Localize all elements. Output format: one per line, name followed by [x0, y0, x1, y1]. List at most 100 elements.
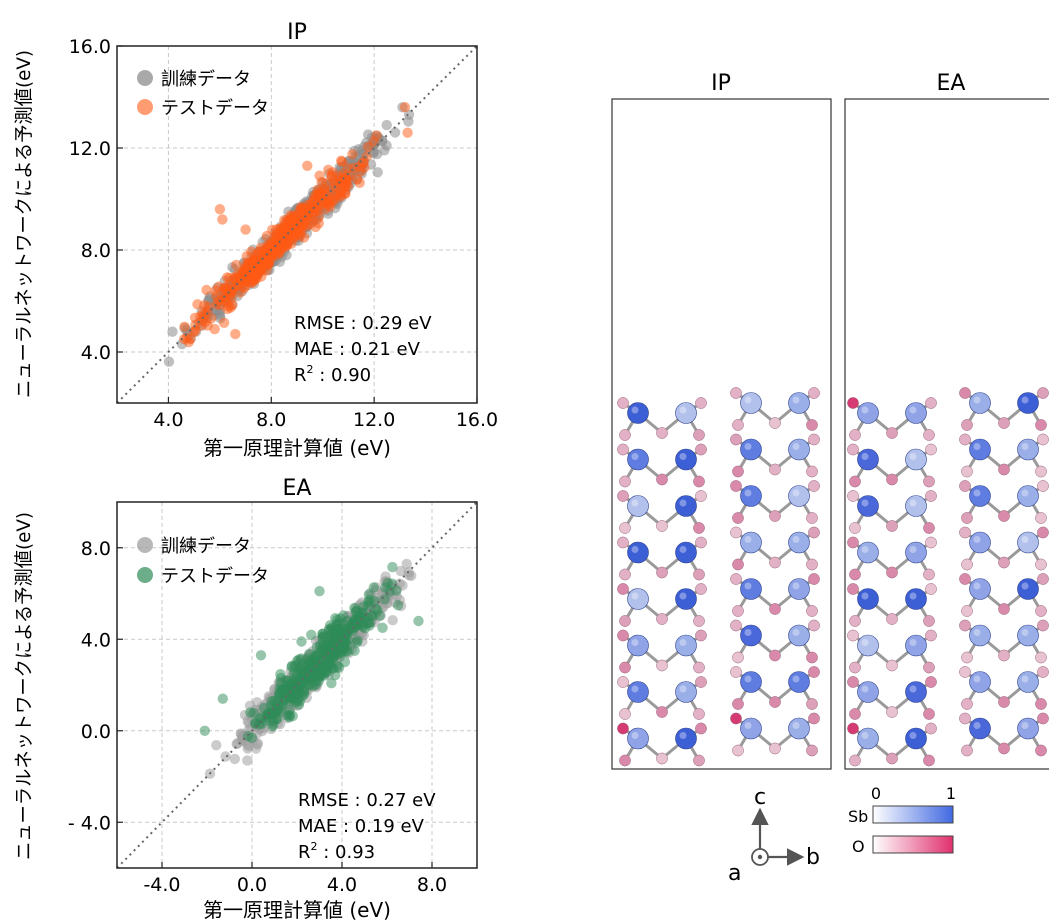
ip-y-tick-label: 16.0: [69, 36, 111, 58]
ip-test-point: [341, 173, 352, 184]
ip-x-axis-label: 第一原理計算値 (eV): [203, 436, 391, 460]
ip-test-point: [347, 149, 358, 160]
sb-atom: [857, 495, 879, 517]
o-atom: [849, 615, 861, 627]
ip-test-point: [262, 258, 274, 269]
atom-highlight: [1021, 629, 1029, 636]
o-atom: [695, 629, 707, 642]
ip-x-tick-label: 4.0: [153, 409, 183, 431]
ip-train-point: [381, 119, 392, 131]
atom-highlight: [792, 396, 800, 404]
ea-test-point: [317, 644, 328, 655]
sb-atom: [905, 495, 927, 517]
colorbar-min-label: 0: [871, 784, 881, 803]
atom-highlight: [631, 639, 639, 646]
o-atom: [1035, 558, 1047, 571]
ea-y-tick-label: 0.0: [81, 721, 111, 743]
ip-test-point: [279, 215, 290, 226]
o-atom: [925, 722, 937, 735]
atom-highlight: [631, 406, 639, 414]
o-atom: [1035, 512, 1047, 524]
o-atom: [923, 475, 935, 488]
sb-atom: [788, 392, 810, 414]
atom-highlight: [909, 639, 917, 646]
o-atom: [806, 512, 818, 524]
ip-test-point: [179, 321, 190, 332]
sb-atom: [1017, 578, 1039, 600]
o-atom: [886, 520, 898, 532]
sb-atom: [1017, 717, 1039, 740]
o-atom: [959, 666, 971, 678]
o-atom: [998, 696, 1010, 708]
o-atom: [847, 722, 859, 735]
o-atom: [923, 708, 935, 720]
atom-highlight: [792, 582, 800, 590]
atom-highlight: [744, 629, 752, 636]
sb-atom: [905, 541, 927, 564]
o-atom: [619, 522, 631, 534]
atom-highlight: [1021, 675, 1029, 683]
o-atom: [769, 463, 781, 476]
sb-atom: [969, 578, 991, 600]
o-atom: [849, 568, 861, 581]
o-atom: [619, 661, 631, 674]
ip-test-point: [335, 191, 346, 202]
o-atom: [961, 605, 973, 617]
sb-atom: [675, 634, 697, 657]
o-atom: [732, 419, 744, 431]
o-atom: [656, 752, 668, 765]
ip-test-point: [210, 290, 222, 301]
ea-plot-title: EA: [283, 476, 312, 501]
ea-test-point: [332, 660, 343, 672]
ip-x-tick-label: 16.0: [456, 409, 498, 431]
o-atom: [886, 566, 898, 579]
ea-test-point: [349, 645, 360, 656]
atom-highlight: [744, 536, 752, 543]
o-atom: [1035, 744, 1047, 757]
ea-test-point: [295, 664, 306, 675]
ea-grid: [117, 502, 477, 868]
structure-frame-ea: [844, 98, 1049, 770]
ea-x-tick-label: -4.0: [143, 874, 180, 896]
ip-test-point: [266, 248, 278, 259]
ea-x-tick-label: 4.0: [327, 874, 357, 896]
o-atom: [998, 603, 1010, 615]
ea-test-point: [332, 614, 343, 626]
ip-test-point: [308, 195, 319, 206]
sb-atom: [1017, 624, 1039, 647]
o-atom: [959, 712, 971, 725]
ea-test-point: [289, 674, 300, 686]
atom-highlight: [744, 489, 752, 497]
o-atom: [732, 512, 744, 524]
o-atom: [1037, 619, 1049, 632]
o-atom: [732, 651, 744, 664]
o-atom: [656, 473, 668, 486]
o-atom: [1035, 605, 1047, 617]
ea-test-point: [265, 709, 277, 720]
o-atom: [808, 387, 820, 399]
o-atom: [730, 573, 742, 585]
ip-test-point: [209, 323, 220, 335]
o-atom: [695, 583, 707, 595]
ea-train-point: [242, 755, 253, 766]
ip-legend-test-label: テストデータ: [161, 98, 269, 119]
o-atom: [925, 397, 937, 409]
ea-y-tick-label: - 4.0: [68, 812, 111, 834]
ip-y-tick-label: 4.0: [81, 342, 111, 364]
o-atom: [732, 744, 744, 757]
ea-train-point: [231, 738, 242, 750]
sb-atom: [627, 634, 649, 657]
ip-plot-frame: [116, 45, 478, 404]
o-atom: [732, 605, 744, 617]
ip-test-point: [247, 267, 258, 278]
atom-highlight: [909, 732, 917, 739]
ea-mae: MAE : 0.19 eV: [298, 816, 425, 837]
sb-atom: [788, 531, 810, 554]
ip-legend-train-marker: [137, 70, 153, 86]
atom-highlight: [679, 406, 687, 414]
o-atom: [656, 427, 668, 439]
ea-train-point: [403, 570, 415, 581]
o-atom: [961, 512, 973, 524]
sb-atom: [1017, 531, 1039, 554]
sb-atom: [740, 624, 762, 647]
